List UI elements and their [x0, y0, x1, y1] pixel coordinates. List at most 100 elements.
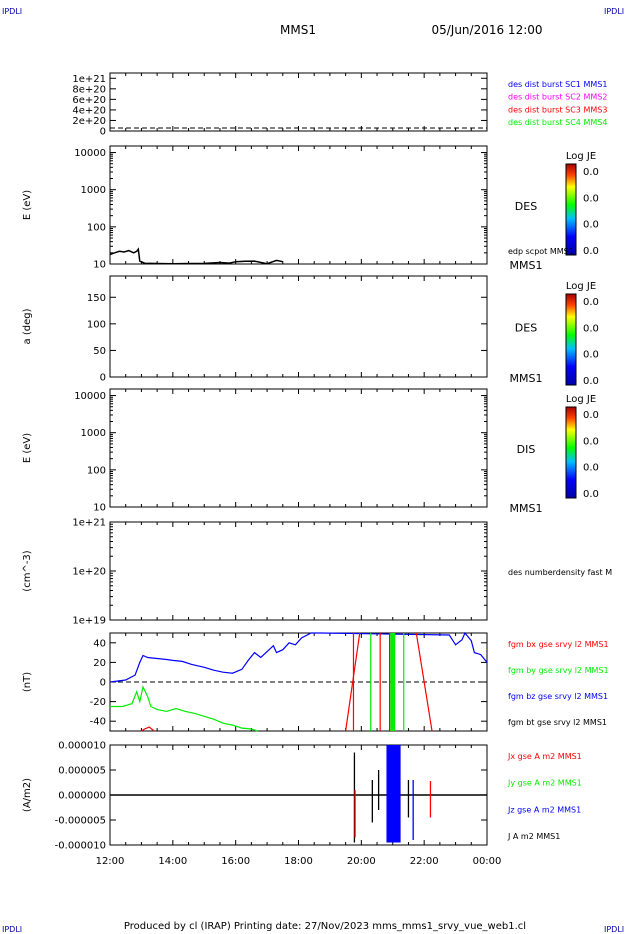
- field-slope-trace: [415, 632, 433, 732]
- y-tick-label: 100: [87, 465, 106, 476]
- colorbar-tick-label: 0.0: [583, 410, 599, 421]
- y-tick-label: 10000: [74, 148, 106, 159]
- y-axis-label: E (eV): [22, 433, 33, 463]
- corner-mark-bottom-right: IPDLI: [604, 925, 624, 934]
- series-line: [109, 631, 488, 683]
- x-tick-label: 20:00: [347, 856, 376, 867]
- colorbar-title: Log JE: [566, 394, 596, 405]
- legend-entry: fgm bz gse srvy l2 MMS1: [508, 692, 608, 701]
- spacecraft-label: MMS1: [510, 259, 543, 272]
- y-axis-label: a (deg): [22, 308, 33, 344]
- corner-mark-bottom-left: IPDLI: [2, 925, 22, 934]
- y-axis-label: (nT): [22, 672, 33, 692]
- corner-mark-top-left: IPDLI: [2, 7, 22, 16]
- spacecraft-label: MMS1: [510, 502, 543, 515]
- colorbar: [565, 406, 577, 499]
- colorbar-tick-label: 0.0: [583, 489, 599, 500]
- colorbar-tick-label: 0.0: [583, 323, 599, 334]
- spacecraft-label: MMS1: [510, 372, 543, 385]
- overlay-label: edp scpot MMS1: [508, 247, 574, 256]
- colorbar-tick-label: 0.0: [583, 463, 599, 474]
- y-tick-label: 6e+20: [72, 95, 106, 106]
- y-tick-label: 20: [93, 658, 106, 669]
- x-tick-label: 16:00: [221, 856, 250, 867]
- y-tick-label: 1e+21: [72, 518, 106, 529]
- y-tick-label: 4e+20: [72, 105, 106, 116]
- y-axis-label: (cm^-3): [22, 550, 33, 591]
- colorbar-tick-label: 0.0: [583, 350, 599, 361]
- legend-entry: Jy gse A m2 MMS1: [507, 779, 582, 788]
- legend-entry: des dist burst SC2 MMS2: [508, 93, 607, 102]
- y-tick-label: 40: [93, 638, 106, 649]
- legend-entry: fgm by gse srvy l2 MMS1: [508, 666, 609, 675]
- colorbar-title: Log JE: [566, 151, 596, 162]
- y-tick-label: 0.000005: [58, 766, 106, 777]
- instrument-label: DES: [515, 322, 537, 335]
- y-tick-label: -0.000005: [55, 816, 106, 827]
- legend-entry: fgm bt gse srvy l2 MMS1: [508, 718, 607, 727]
- colorbar-tick-label: 0.0: [583, 436, 599, 447]
- field-slope-trace: [345, 632, 361, 732]
- colorbar-tick-label: 0.0: [583, 246, 599, 257]
- y-tick-label: 1000: [81, 185, 106, 196]
- series-line: [141, 726, 155, 732]
- y-tick-label: -40: [90, 717, 106, 728]
- corner-mark-top-right: IPDLI: [604, 7, 624, 16]
- legend-entry: des dist burst SC3 MMS3: [508, 105, 607, 114]
- x-tick-label: 14:00: [158, 856, 187, 867]
- y-tick-label: 10: [93, 503, 106, 514]
- y-axis-label: E (eV): [22, 190, 33, 220]
- colorbar: [565, 163, 577, 256]
- x-tick-label: 12:00: [96, 856, 125, 867]
- y-tick-label: 0.000010: [58, 741, 106, 752]
- instrument-label: DES: [515, 200, 537, 213]
- y-tick-label: 1000: [81, 428, 106, 439]
- colorbar-tick-label: 0.0: [583, 376, 599, 387]
- panel-frame-density: [109, 521, 488, 621]
- colorbar-tick-label: 0.0: [583, 167, 599, 178]
- colorbar-tick-label: 0.0: [583, 193, 599, 204]
- panel-frame-des-energy: [109, 145, 488, 265]
- panel-frame-spacecraft-distribution: [109, 72, 488, 132]
- y-tick-label: 0: [100, 678, 106, 689]
- y-tick-label: 1e+21: [72, 74, 106, 85]
- y-tick-label: 1e+20: [72, 567, 106, 578]
- x-tick-label: 18:00: [284, 856, 313, 867]
- x-tick-label: 00:00: [473, 856, 502, 867]
- y-tick-label: 100: [87, 319, 106, 330]
- header-date: 05/Jun/2016 12:00: [431, 23, 542, 37]
- panel-frame-dis-energy: [109, 388, 488, 508]
- legend-entry: des numberdensity fast M: [508, 568, 612, 577]
- colorbar-title: Log JE: [566, 281, 596, 292]
- y-tick-label: 10: [93, 260, 106, 271]
- y-tick-label: 0: [100, 373, 106, 384]
- x-tick-label: 22:00: [410, 856, 439, 867]
- y-tick-label: 150: [87, 293, 106, 304]
- y-tick-label: 10000: [74, 391, 106, 402]
- series-line: [110, 685, 258, 732]
- y-tick-label: 1e+19: [72, 616, 106, 627]
- y-tick-label: 100: [87, 222, 106, 233]
- scpot-overlay-line: [109, 247, 283, 265]
- y-tick-label: -0.000010: [55, 841, 106, 852]
- colorbar-tick-label: 0.0: [583, 220, 599, 231]
- current-burst-block: [386, 745, 401, 843]
- legend-entry: J A m2 MMS1: [507, 832, 560, 841]
- legend-entry: Jx gse A m2 MMS1: [507, 752, 582, 761]
- y-tick-label: -20: [90, 697, 106, 708]
- y-tick-label: 2e+20: [72, 116, 106, 127]
- y-tick-label: 50: [93, 346, 106, 357]
- legend-entry: des dist burst SC1 MMS1: [508, 80, 607, 89]
- y-tick-label: 8e+20: [72, 84, 106, 95]
- colorbar: [565, 293, 577, 386]
- header-spacecraft: MMS1: [280, 23, 316, 37]
- panel-frame-des-pitch: [109, 275, 488, 378]
- y-tick-label: 0: [100, 127, 106, 138]
- y-axis-label: (A/m2): [22, 778, 33, 812]
- legend-entry: fgm bx gse srvy l2 MMS1: [508, 640, 609, 649]
- colorbar-tick-label: 0.0: [583, 297, 599, 308]
- instrument-label: DIS: [517, 443, 536, 456]
- legend-entry: des dist burst SC4 MMS4: [508, 118, 607, 127]
